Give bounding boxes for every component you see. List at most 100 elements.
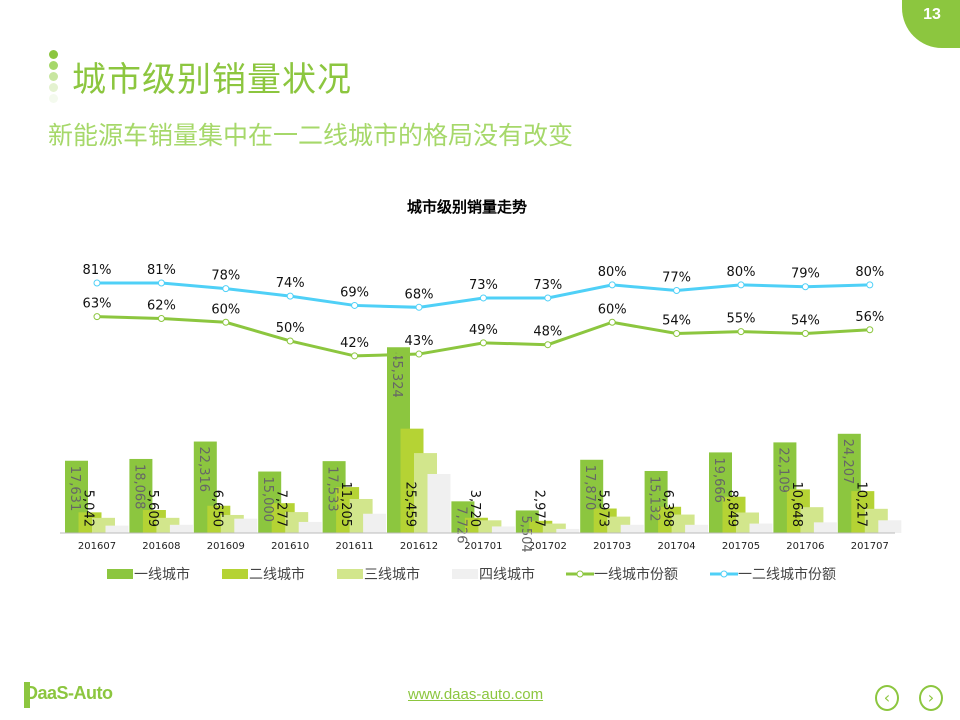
data-label-tier2: 5,042 (81, 490, 96, 527)
line-data-label: 63% (83, 297, 112, 312)
line-data-label: 60% (211, 302, 240, 317)
x-tick-label: 201608 (142, 541, 180, 552)
line-point (544, 341, 552, 349)
legend-label: 一线城市 (134, 566, 190, 583)
data-label-tier2: 3,720 (467, 490, 482, 527)
data-label-tier1: 17,631 (67, 466, 82, 512)
line-point (479, 339, 487, 347)
line-data-label: 54% (662, 313, 691, 328)
chevron-left-icon: ‹ (883, 688, 891, 707)
bar-4-201707 (878, 520, 902, 533)
data-label-tier1: 15,000 (260, 477, 275, 523)
line-point (673, 286, 681, 294)
legend-swatch-3 (337, 569, 363, 579)
bar-4-201706 (813, 522, 837, 533)
x-tick-label: 201611 (336, 541, 374, 552)
data-label-tier2: 5,973 (596, 490, 611, 527)
line-point (286, 292, 294, 300)
line-point (479, 294, 487, 302)
bar-4-201611 (363, 513, 387, 533)
legend-swatch-4 (452, 569, 478, 579)
line-data-label: 55% (727, 312, 756, 327)
legend-label: 一线城市份额 (594, 566, 678, 583)
chart: 城市级别销量走势 20160717,6315,04220160818,0685,… (60, 198, 902, 583)
line-point (608, 281, 616, 289)
legend-swatch-2 (222, 569, 248, 579)
data-label-tier2: 25,459 (403, 482, 418, 528)
bar-4-201610 (298, 521, 322, 533)
x-tick-label: 201704 (658, 541, 696, 552)
line-data-label: 80% (855, 265, 884, 280)
line-data-label: 54% (791, 313, 820, 328)
line-data-label: 79% (791, 267, 820, 282)
line-point (222, 318, 230, 326)
chevron-right-icon: › (927, 688, 935, 707)
line-point (737, 328, 745, 336)
bar-4-201702 (556, 528, 580, 533)
x-tick-label: 201607 (78, 541, 116, 552)
x-tick-label: 201703 (593, 541, 631, 552)
x-tick-label: 201702 (529, 541, 567, 552)
legend-label: 一二线城市份额 (738, 566, 836, 583)
line-data-label: 73% (469, 278, 498, 293)
data-label-tier1: 17,870 (582, 465, 597, 511)
page-subtitle: 新能源车销量集中在一二线城市的格局没有改变 (48, 121, 574, 150)
data-label-tier1: 15,132 (647, 476, 662, 522)
next-page-button[interactable]: › (919, 685, 943, 711)
prev-page-button[interactable]: ‹ (875, 685, 899, 711)
line-data-label: 80% (727, 265, 756, 280)
bar-4-201701 (491, 526, 515, 533)
data-label-tier1: 24,207 (840, 439, 855, 485)
line-data-label: 68% (405, 287, 434, 302)
data-label-tier2: 10,217 (853, 482, 868, 528)
legend-label: 二线城市 (249, 566, 305, 583)
x-tick-label: 201705 (722, 541, 760, 552)
data-label-tier1: 45,324 (389, 352, 404, 398)
line-data-label: 77% (662, 270, 691, 285)
line-point (351, 352, 359, 360)
legend-swatch-1 (107, 569, 133, 579)
website-link[interactable]: www.daas-auto.com (408, 686, 544, 703)
line-point (286, 337, 294, 345)
data-label-tier2: 5,609 (145, 490, 160, 527)
data-label-tier2: 7,277 (274, 490, 289, 527)
line-data-label: 78% (211, 269, 240, 284)
bar-4-201705 (749, 523, 773, 533)
line-point (673, 329, 681, 337)
page-title: 城市级别销量状况 (72, 60, 352, 100)
line-point (157, 315, 165, 323)
line-point (415, 303, 423, 311)
daas-auto-logo: DaaS-Auto (24, 682, 113, 708)
line-data-label: 48% (533, 325, 562, 340)
line-data-label: 43% (405, 334, 434, 349)
line-point (801, 329, 809, 337)
x-tick-label: 201707 (851, 541, 889, 552)
data-label-tier2: 8,849 (725, 490, 740, 527)
line-data-label: 60% (598, 302, 627, 317)
x-tick-label: 201701 (464, 541, 502, 552)
data-label-tier1: 17,533 (325, 466, 340, 512)
line-point (93, 313, 101, 321)
line-data-label: 80% (598, 265, 627, 280)
bar-4-201704 (685, 524, 709, 533)
x-tick-label: 201610 (271, 541, 309, 552)
x-tick-label: 201706 (786, 541, 824, 552)
bar-3-201702 (542, 523, 566, 533)
bar-4-201609 (234, 518, 258, 533)
line-point (801, 283, 809, 291)
chart-title: 城市级别销量走势 (407, 198, 527, 216)
line-point (544, 294, 552, 302)
data-label-tier2: 6,650 (209, 490, 224, 527)
bar-4-201703 (620, 524, 644, 533)
line-point (157, 279, 165, 287)
title-dots-decoration (49, 50, 58, 105)
line-point (93, 279, 101, 287)
data-label-tier1: 22,316 (196, 447, 211, 493)
page-number: 13 (923, 6, 941, 23)
bar-4-201608 (169, 524, 193, 533)
data-label-tier2: 10,648 (789, 482, 804, 528)
data-label-tier1: 7,726 (453, 506, 468, 543)
data-label-tier1: 19,666 (711, 457, 726, 503)
data-label-tier2: 11,205 (338, 482, 353, 528)
line-point (737, 281, 745, 289)
